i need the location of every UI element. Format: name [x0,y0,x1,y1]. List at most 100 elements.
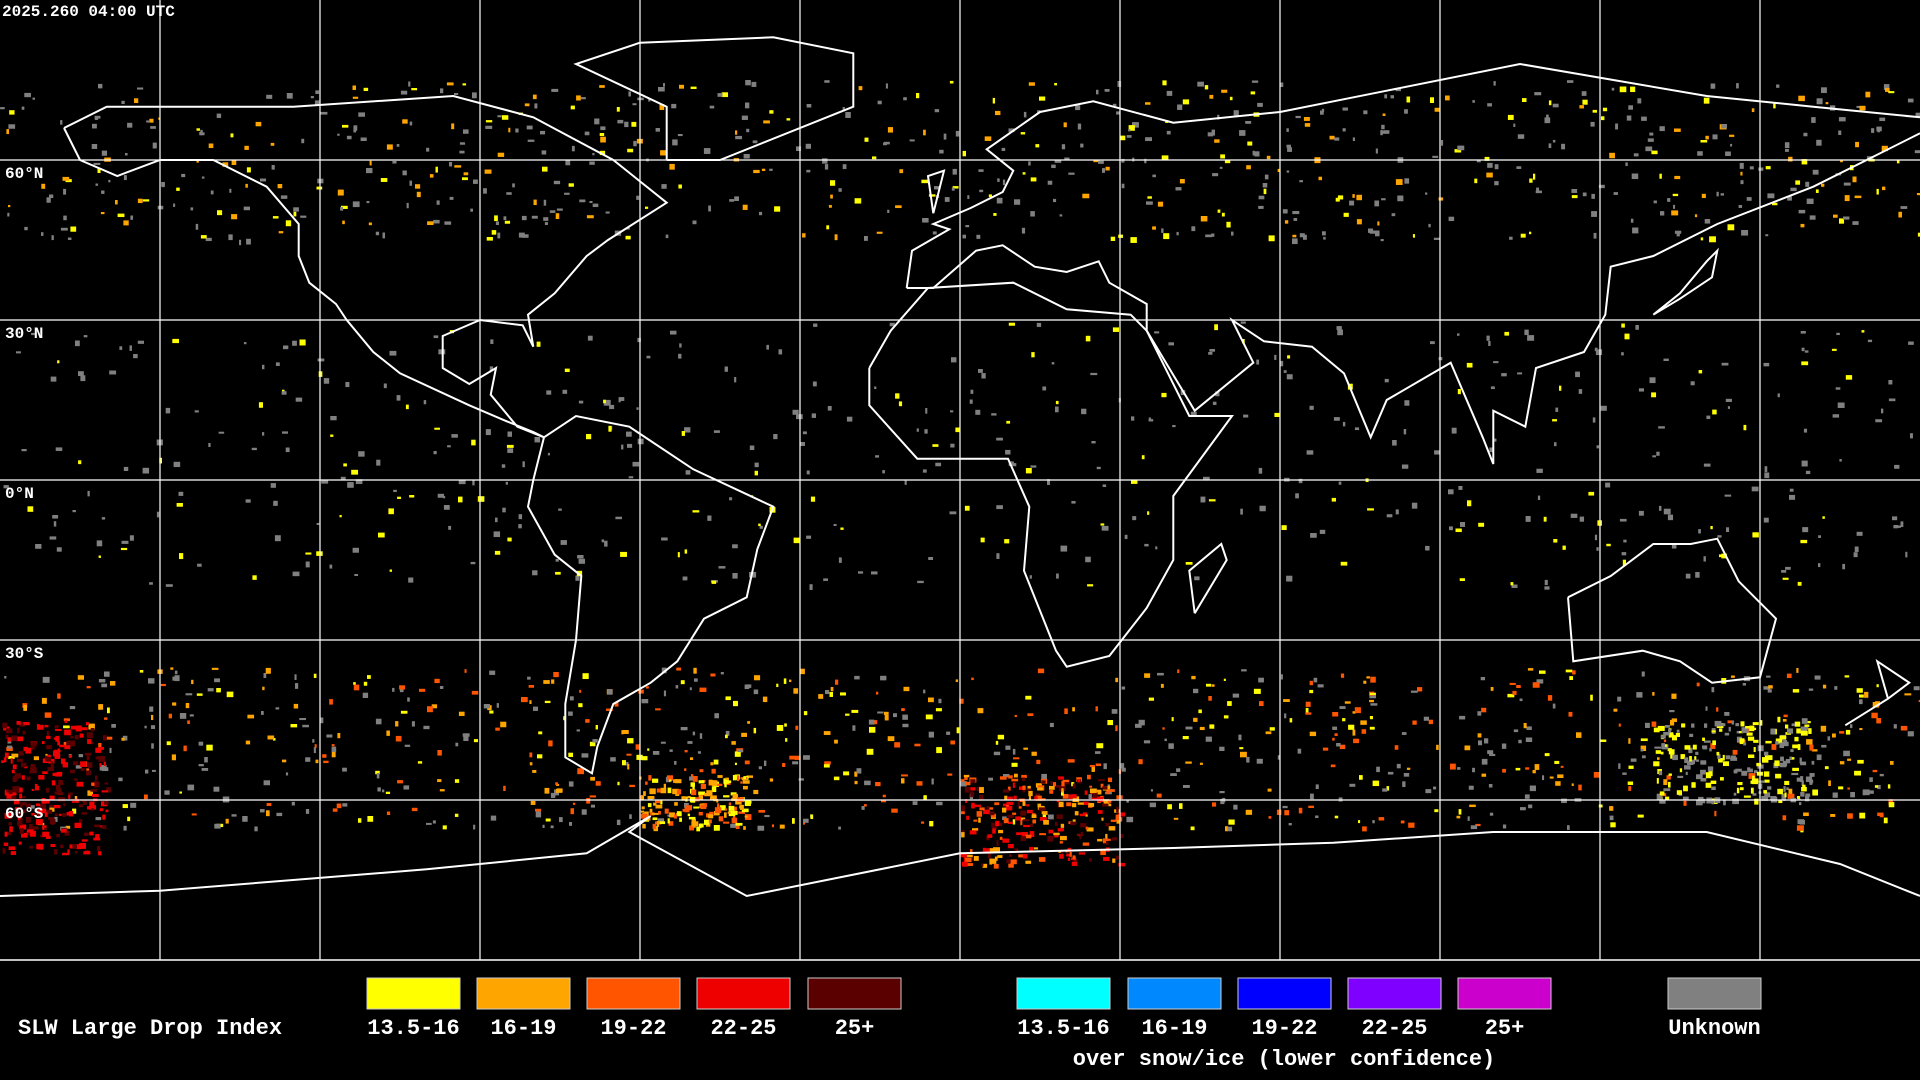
pixel [1605,482,1611,488]
pixel [882,794,886,798]
pixel [270,483,276,488]
pixel [1464,745,1471,751]
pixel [1800,726,1808,732]
pixel [473,824,476,830]
pixel [997,178,1000,182]
pixel [19,828,24,835]
pixel [49,536,57,540]
pixel [1128,125,1135,131]
pixel [1539,670,1546,674]
pixel [1168,342,1175,346]
pixel [5,734,9,740]
pixel [404,744,411,747]
pixel [700,783,706,790]
pixel [965,781,971,786]
pixel [758,523,761,527]
pixel [1672,735,1678,741]
pixel [1698,370,1703,374]
pixel [1315,815,1319,819]
pixel [214,678,220,683]
pixel [1656,778,1659,784]
pixel [1800,761,1807,766]
pixel [1361,729,1367,734]
pixel [1770,728,1776,735]
pixel [142,199,150,202]
pixel [1110,236,1116,241]
pixel [3,842,9,846]
pixel [472,92,477,99]
pixel [1018,806,1022,809]
pixel [4,752,9,758]
pixel [433,335,439,339]
pixel [1135,723,1142,728]
pixel [470,561,476,565]
pixel [434,427,440,430]
pixel [26,830,32,836]
pixel [1029,846,1034,851]
pixel [656,788,662,793]
pixel [33,756,39,761]
pixel [508,127,511,133]
pixel [1320,110,1324,115]
pixel [99,808,104,812]
pixel [294,674,297,680]
pixel [1286,374,1293,380]
pixel [42,741,45,745]
pixel [999,822,1003,827]
pixel [1722,754,1725,761]
pixel [694,678,698,682]
pixel [1155,546,1158,550]
pixel [433,451,437,455]
pixel [1406,96,1411,103]
pixel [649,788,656,795]
pixel [645,206,649,209]
pixel [932,444,939,447]
pixel [397,780,403,784]
pixel [1161,228,1164,233]
pixel [70,769,75,774]
pixel [104,717,108,720]
pixel [1472,100,1475,103]
pixel [1146,201,1153,205]
pixel [1287,147,1293,152]
pixel [56,771,63,776]
pixel [1668,749,1675,755]
pixel [300,215,307,218]
pixel [978,169,984,172]
pixel [305,552,312,555]
pixel [806,470,810,475]
pixel [950,740,955,745]
pixel [928,731,934,738]
pixel [152,142,157,149]
pixel [1363,110,1368,115]
pixel [1753,739,1759,743]
pixel [655,804,663,809]
pixel [522,461,525,468]
pixel [42,831,50,837]
pixel [1457,389,1461,395]
pixel [1356,194,1363,201]
pixel [1850,792,1855,798]
pixel [982,847,987,852]
pixel [1002,179,1006,186]
pixel [54,816,58,822]
pixel [769,778,774,782]
pixel [1015,816,1021,821]
pixel [549,210,556,213]
pixel [205,237,212,242]
pixel [1596,445,1600,449]
pixel [661,184,667,189]
pixel [1757,780,1765,783]
pixel [875,782,881,787]
pixel [1076,833,1080,836]
pixel [542,166,548,172]
pixel [375,770,380,775]
pixel [1088,803,1095,807]
pixel [1283,370,1287,373]
pixel [127,816,131,822]
pixel [1724,712,1730,716]
pixel [500,721,507,728]
pixel [1059,841,1063,844]
pixel [975,409,981,415]
pixel [1156,793,1162,798]
